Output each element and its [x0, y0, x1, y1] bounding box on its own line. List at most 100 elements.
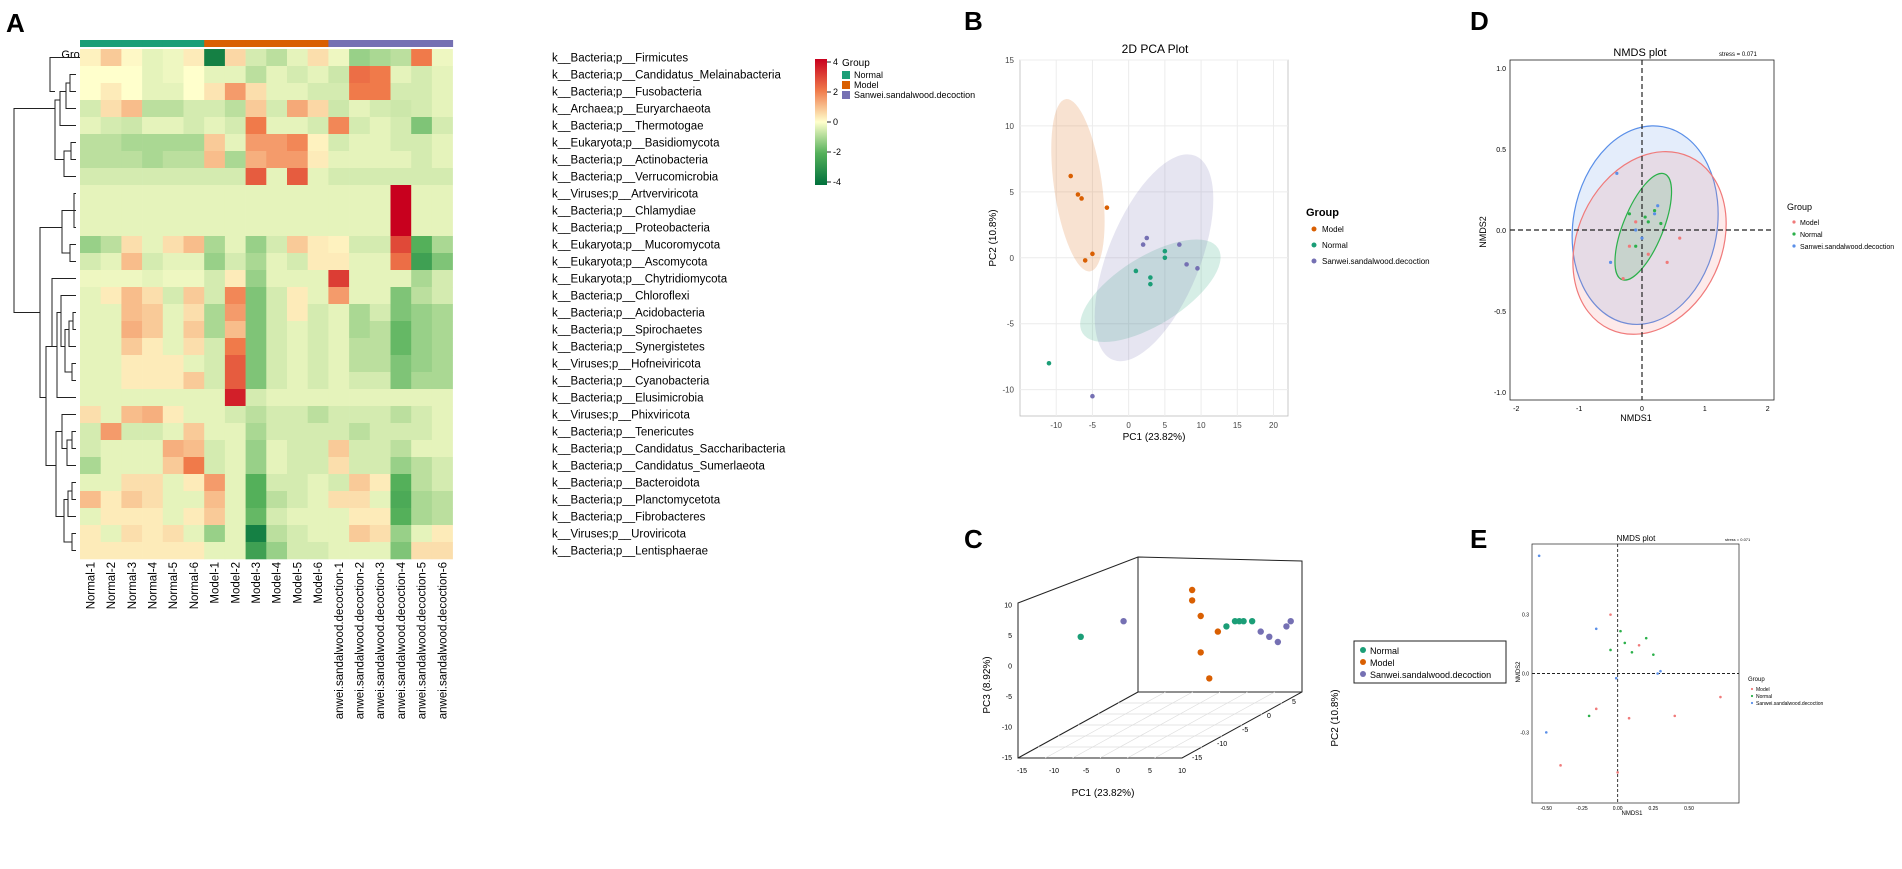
legend-label: Normal	[854, 70, 883, 80]
heatmap-cell	[390, 185, 412, 203]
heatmap-cell	[349, 134, 371, 152]
heatmap-cell	[162, 100, 184, 118]
nmds-e-panel: NMDS plot stress = 0.071 -0.50 -0.25 0.00 0…	[1516, 534, 1823, 817]
heatmap-cell	[80, 49, 101, 67]
heatmap-cell	[390, 83, 412, 101]
heatmap-cell	[369, 491, 391, 509]
heatmap-cell	[204, 389, 226, 407]
data-point	[1615, 171, 1619, 175]
heatmap-cell	[121, 321, 143, 339]
heatmap-cell	[183, 83, 205, 101]
heatmap-cell	[100, 338, 122, 356]
heatmap-cell	[349, 236, 371, 254]
heatmap-cell	[411, 151, 433, 169]
dendrogram-branch	[63, 499, 72, 543]
heatmap-cell	[80, 219, 101, 237]
legend-label: Model	[854, 80, 879, 90]
heatmap-cell	[245, 202, 267, 220]
heatmap-cell	[287, 202, 308, 220]
pca3d-zlabel: PC2 (10.8%)	[1330, 689, 1341, 746]
heatmap-cell	[307, 117, 329, 135]
y-tick-label: -10	[1002, 725, 1012, 732]
heatmap-cell	[100, 355, 122, 373]
heatmap-cell	[121, 236, 143, 254]
legend-marker	[1750, 694, 1754, 698]
dendrogram-branch	[71, 533, 76, 551]
heatmap-cell	[162, 83, 184, 101]
heatmap-cell	[390, 474, 412, 492]
heatmap-cell	[349, 372, 371, 390]
heatmap-cell	[369, 151, 391, 169]
heatmap-cell	[411, 355, 433, 373]
x-tick-label: -0.50	[1541, 806, 1553, 812]
legend-marker	[1792, 244, 1796, 248]
heatmap-cell	[142, 474, 164, 492]
heatmap-col-label: anwei.sandalwood.decoction-5	[417, 562, 429, 719]
heatmap-cell	[266, 236, 288, 254]
heatmap-cell	[266, 219, 288, 237]
heatmap-cell	[162, 372, 184, 390]
confidence-ellipse	[1571, 125, 1719, 326]
heatmap-cell	[287, 389, 308, 407]
legend-label: Sanwei.sandalwood.decoction	[1322, 257, 1430, 266]
heatmap-cell	[100, 457, 122, 475]
heatmap-cell	[349, 474, 371, 492]
heatmap-cell	[80, 117, 101, 135]
heatmap-row-label: k__Bacteria;p__Candidatus_Saccharibacter…	[552, 444, 786, 456]
y-tick-label: 0.5	[1496, 147, 1506, 154]
heatmap-cell	[204, 49, 226, 67]
data-point	[1082, 258, 1088, 263]
heatmap-cell	[287, 83, 308, 101]
data-point	[1609, 648, 1612, 652]
heatmap-cell	[121, 440, 143, 458]
heatmap-cell	[349, 338, 371, 356]
heatmap-cell	[162, 508, 184, 526]
heatmap-cell	[183, 372, 205, 390]
data-point	[1206, 675, 1213, 682]
heatmap-cell	[162, 219, 184, 237]
heatmap-row-label: k__Viruses;p__Uroviricota	[552, 529, 687, 541]
heatmap-col-label: anwei.sandalwood.decoction-3	[375, 562, 387, 719]
pca3d-xlabel: PC1 (23.82%)	[1072, 788, 1135, 799]
data-point	[1623, 641, 1627, 645]
heatmap-cell	[307, 49, 329, 67]
heatmap-cell	[162, 185, 184, 203]
legend-label: Model	[1370, 658, 1395, 668]
heatmap-cell	[390, 440, 412, 458]
heatmap-cell	[328, 134, 350, 152]
y-tick-label: -5	[1006, 694, 1012, 701]
heatmap-row-label: k__Bacteria;p__Bacteroidota	[552, 478, 700, 490]
heatmap-cell	[411, 49, 433, 67]
heatmap-cell	[142, 219, 164, 237]
heatmap-cell	[328, 202, 350, 220]
group-bar-segment	[204, 40, 226, 47]
group-bar-segment	[121, 40, 143, 47]
heatmap-cell	[307, 491, 329, 509]
heatmap-cell	[245, 66, 267, 84]
heatmap-cell	[266, 406, 288, 424]
heatmap-cell	[100, 185, 122, 203]
heatmap-cell	[411, 525, 433, 543]
heatmap-cell	[224, 389, 246, 407]
heatmap-cell	[307, 406, 329, 424]
legend-label: Model	[1800, 220, 1820, 227]
data-point	[1090, 251, 1095, 257]
heatmap-cell	[390, 457, 412, 475]
heatmap-cell	[204, 253, 226, 271]
heatmap-cell	[307, 236, 329, 254]
heatmap-cell	[328, 253, 350, 271]
heatmap-cell	[287, 474, 308, 492]
data-point	[1646, 220, 1650, 224]
data-point	[1133, 268, 1139, 274]
group-bar-segment	[390, 40, 412, 47]
heatmap-cell	[100, 236, 122, 254]
y-tick-label: -15	[1002, 755, 1012, 762]
heatmap-cell	[204, 270, 226, 288]
heatmap-cell	[183, 253, 205, 271]
heatmap-cell	[287, 508, 308, 526]
dendrogram-branch	[66, 439, 76, 466]
heatmap-cell	[245, 491, 267, 509]
heatmap-cell	[245, 83, 267, 101]
heatmap-cell	[224, 304, 246, 322]
